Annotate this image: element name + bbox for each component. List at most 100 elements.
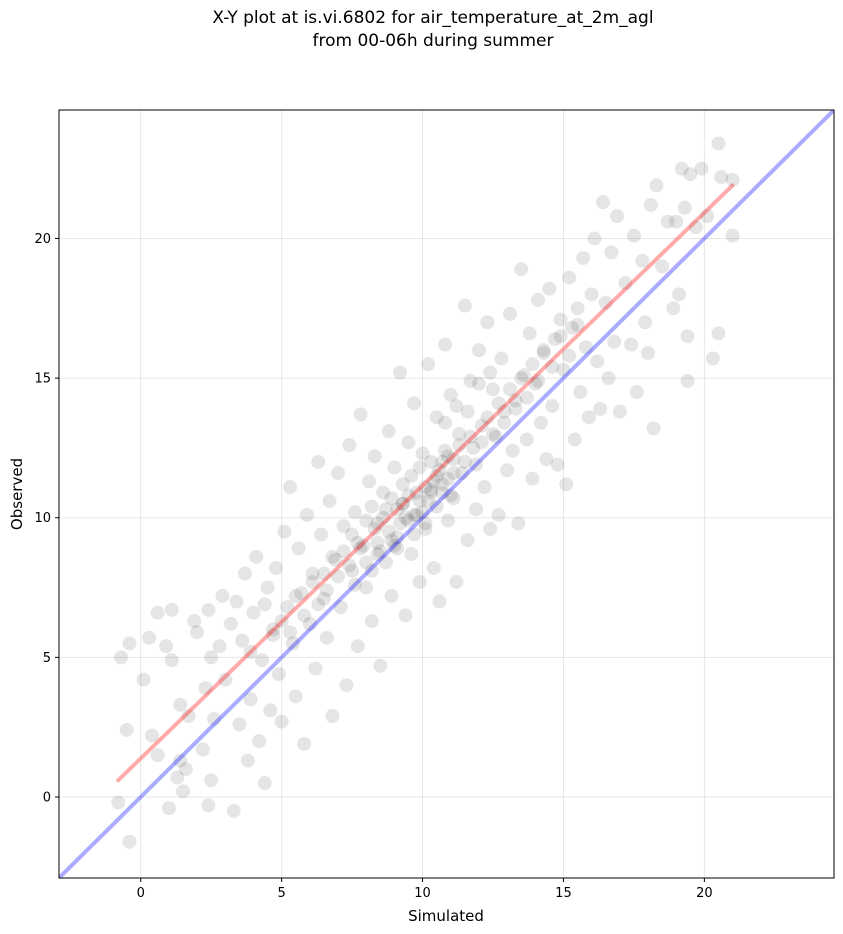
data-point	[677, 200, 692, 215]
data-point	[618, 276, 633, 291]
data-point	[424, 482, 438, 497]
grid-lines	[59, 110, 834, 878]
data-point	[333, 600, 348, 615]
data-point	[350, 639, 365, 654]
data-point	[395, 496, 410, 511]
data-point	[452, 438, 467, 453]
data-point	[643, 197, 658, 212]
data-point	[159, 639, 174, 654]
chart-title-line-1: X-Y plot at is.vi.6802 for air_temperatu…	[212, 8, 654, 28]
data-point	[218, 672, 233, 687]
data-point	[345, 527, 360, 542]
data-point	[204, 650, 219, 665]
data-point	[181, 709, 196, 724]
data-point	[362, 474, 376, 489]
data-point	[576, 251, 591, 266]
data-point	[161, 801, 176, 816]
data-point	[201, 602, 216, 617]
data-point	[359, 555, 374, 570]
data-point	[142, 630, 157, 645]
data-point	[418, 521, 433, 536]
data-point	[429, 468, 444, 483]
data-point	[393, 365, 407, 380]
data-point	[119, 722, 134, 737]
data-point	[438, 337, 453, 352]
data-point	[593, 401, 608, 416]
data-point	[173, 753, 188, 768]
data-point	[316, 591, 331, 606]
data-point	[353, 407, 368, 422]
data-point	[249, 549, 264, 564]
data-point	[649, 178, 664, 193]
data-point	[325, 549, 340, 564]
data-point	[350, 535, 365, 550]
data-point	[646, 421, 661, 436]
chart-title-line-2: from 00-06h during summer	[312, 31, 554, 51]
data-point	[536, 345, 551, 360]
data-point	[359, 513, 374, 528]
data-point	[223, 616, 238, 631]
data-point	[232, 717, 247, 732]
data-point	[229, 594, 244, 609]
data-point	[581, 410, 596, 425]
y-tick-label: 0	[43, 791, 51, 806]
data-point	[550, 457, 565, 472]
data-point	[528, 376, 543, 391]
data-point	[457, 298, 472, 313]
data-point	[570, 301, 585, 316]
data-point	[595, 195, 610, 210]
data-point	[480, 410, 495, 425]
data-point	[483, 521, 498, 536]
data-point	[311, 454, 326, 469]
data-point	[435, 477, 450, 492]
data-point	[545, 359, 560, 374]
data-point	[579, 340, 593, 355]
data-point	[401, 488, 416, 503]
data-point	[584, 287, 599, 302]
plot-frame	[58, 109, 835, 879]
data-point	[263, 703, 278, 718]
data-point	[497, 404, 512, 419]
data-point	[483, 365, 498, 380]
data-point	[198, 681, 213, 696]
data-point	[486, 426, 500, 441]
data-point	[680, 373, 695, 388]
data-point	[336, 544, 351, 559]
data-point	[285, 636, 300, 651]
data-point	[545, 399, 560, 414]
data-point	[319, 630, 334, 645]
data-point	[288, 588, 303, 603]
data-point	[463, 373, 478, 388]
data-point	[629, 385, 644, 400]
data-point	[398, 608, 413, 623]
data-point	[305, 566, 320, 581]
data-point	[564, 320, 579, 335]
data-point	[533, 415, 548, 430]
data-point	[283, 480, 298, 495]
data-point	[638, 315, 653, 330]
data-point	[502, 306, 517, 321]
y-tick-label: 10	[34, 511, 51, 526]
data-point	[381, 424, 396, 439]
data-point	[266, 622, 281, 637]
data-point	[415, 505, 430, 520]
data-point	[426, 474, 441, 489]
data-point	[488, 429, 503, 444]
data-point	[672, 287, 686, 302]
data-point	[562, 270, 577, 285]
data-point	[418, 516, 433, 531]
data-point	[373, 658, 388, 673]
data-point	[384, 588, 399, 603]
data-point	[215, 588, 230, 603]
data-point	[463, 429, 478, 444]
data-point	[305, 574, 320, 589]
data-point	[449, 399, 464, 414]
data-point	[277, 524, 292, 539]
data-point	[446, 466, 461, 481]
data-point	[257, 597, 272, 612]
data-point	[114, 650, 128, 665]
x-tick-label: 20	[696, 886, 713, 901]
data-point	[556, 362, 571, 377]
data-point	[508, 393, 523, 408]
